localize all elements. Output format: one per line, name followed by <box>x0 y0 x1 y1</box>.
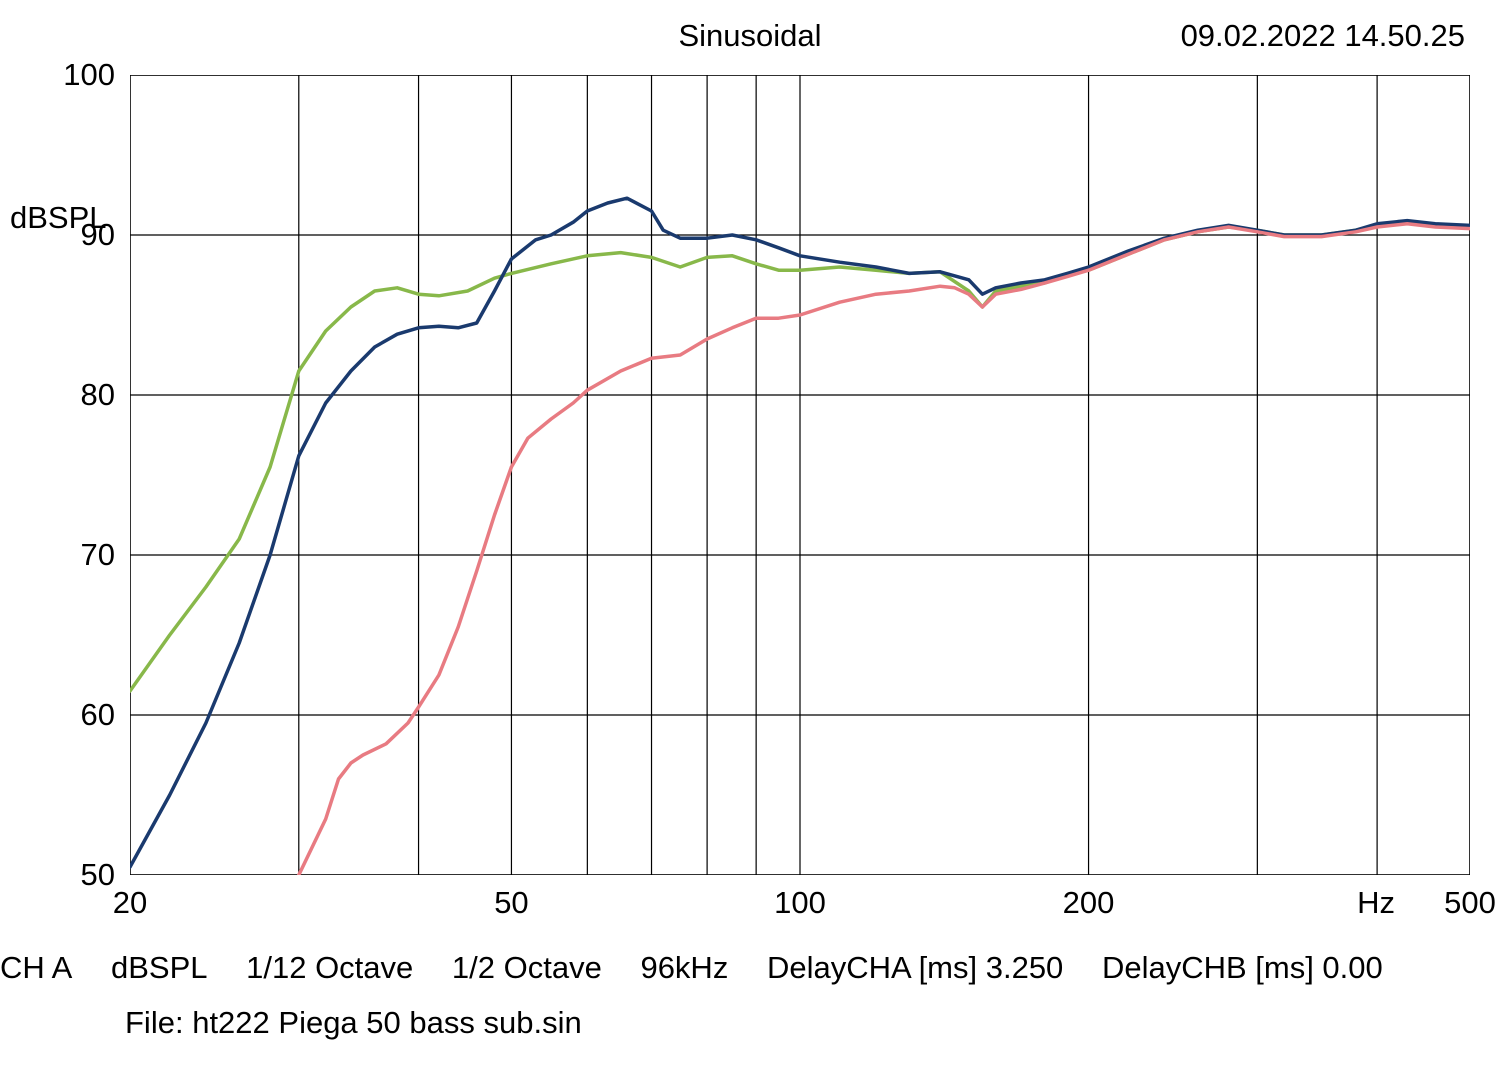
footer-item: 96kHz <box>640 950 728 985</box>
x-tick-label: 500 <box>1430 885 1500 921</box>
x-tick-label: 200 <box>1049 885 1129 921</box>
footer-item: 1/12 Octave <box>246 950 413 985</box>
file-name: ht222 Piega 50 bass sub.sin <box>192 1005 582 1040</box>
y-tick-label: 80 <box>55 377 115 413</box>
footer-item: DelayCHA [ms] 3.250 <box>767 950 1063 985</box>
x-tick-label: 20 <box>90 885 170 921</box>
footer-item: CH A <box>0 950 72 985</box>
footer-item: dBSPL <box>111 950 208 985</box>
x-axis-unit: Hz <box>1357 885 1395 921</box>
file-label: File: <box>125 1005 184 1040</box>
y-tick-label: 70 <box>55 537 115 573</box>
footer-file-line: File: ht222 Piega 50 bass sub.sin <box>125 1005 582 1041</box>
y-tick-label: 100 <box>55 57 115 93</box>
x-tick-label: 50 <box>471 885 551 921</box>
y-tick-label: 60 <box>55 697 115 733</box>
chart-datetime: 09.02.2022 14.50.25 <box>1181 18 1465 54</box>
chart-container: Sinusoidal 09.02.2022 14.50.25 CLIO dBSP… <box>0 0 1500 1074</box>
footer-item: DelayCHB [ms] 0.00 <box>1102 950 1383 985</box>
chart-svg <box>130 75 1470 875</box>
footer-info-line: CH A dBSPL 1/12 Octave 1/2 Octave 96kHz … <box>0 950 1413 986</box>
y-tick-label: 90 <box>55 217 115 253</box>
plot-area <box>130 75 1470 875</box>
x-tick-label: 100 <box>760 885 840 921</box>
footer-item: 1/2 Octave <box>452 950 602 985</box>
